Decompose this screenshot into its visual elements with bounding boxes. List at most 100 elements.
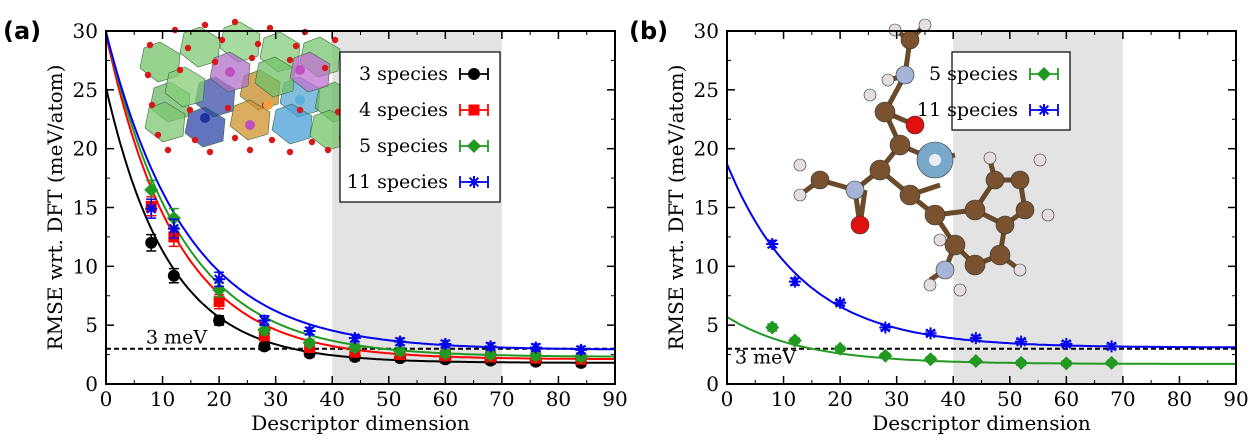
data-point xyxy=(766,237,779,250)
oxygen-atom xyxy=(296,106,304,114)
data-point xyxy=(529,341,542,354)
x-tick-label: 70 xyxy=(489,387,514,411)
data-point xyxy=(167,269,180,282)
reference-label: 3 meV xyxy=(735,347,796,369)
y-tick-label: 10 xyxy=(73,254,98,278)
molecule-atom xyxy=(889,134,911,156)
x-tick-label: 90 xyxy=(602,387,627,411)
oxygen-atom xyxy=(231,134,239,142)
molecule-atom xyxy=(850,215,870,235)
data-point xyxy=(145,236,158,249)
x-tick-label: 50 xyxy=(997,387,1022,411)
panel-a: 0 10 20 30 40 50 60 70 80 90051015202530Descripto… xyxy=(3,17,628,435)
crystal-polyhedron xyxy=(289,51,331,93)
oxygen-atom xyxy=(211,58,219,66)
y-tick-label: 15 xyxy=(694,196,719,220)
x-axis-label: Descriptor dimension xyxy=(251,411,470,435)
oxygen-atom xyxy=(286,148,294,156)
cation-atom xyxy=(295,95,305,105)
data-point xyxy=(1060,337,1073,350)
legend-label: 5 species xyxy=(359,135,448,157)
molecule-atom xyxy=(918,18,932,32)
molecule-atom xyxy=(1015,200,1035,220)
data-point xyxy=(303,325,316,338)
molecule-atom xyxy=(793,158,807,172)
panel-label: (a) xyxy=(3,17,41,45)
x-tick-label: 30 xyxy=(263,387,288,411)
oxygen-atom xyxy=(286,56,294,64)
molecule-atom xyxy=(1041,208,1055,222)
data-point xyxy=(923,352,938,367)
data-point xyxy=(879,321,892,334)
x-tick-label: 10 xyxy=(150,387,175,411)
molecule-atom xyxy=(935,260,955,280)
x-axis-label: Descriptor dimension xyxy=(872,411,1091,435)
y-tick-label: 20 xyxy=(694,137,719,161)
legend-swatch-marker xyxy=(1038,104,1050,116)
x-tick-label: 30 xyxy=(884,387,909,411)
molecule-atom xyxy=(923,278,937,292)
molecule-atom xyxy=(895,65,915,85)
data-point xyxy=(968,354,983,369)
cation-atom xyxy=(225,67,235,77)
molecule-atom xyxy=(1010,170,1030,190)
cation-atom xyxy=(295,65,305,75)
oxygen-atom xyxy=(146,41,154,49)
x-tick-label: 60 xyxy=(1054,387,1079,411)
molecule-atom xyxy=(995,215,1015,235)
x-tick-label: 0 xyxy=(721,387,734,411)
molecule-atom xyxy=(964,254,986,276)
data-point xyxy=(439,337,452,350)
reference-label: 3 meV xyxy=(146,327,207,349)
metal-highlight xyxy=(929,154,941,166)
molecule-atom xyxy=(983,151,997,165)
legend-swatch-marker xyxy=(1037,67,1051,81)
crystal-polyhedron xyxy=(164,66,206,108)
oxygen-atom xyxy=(268,136,276,144)
data-point xyxy=(213,314,226,327)
y-tick-label: 15 xyxy=(73,196,98,220)
crystal-polyhedron xyxy=(139,41,181,83)
crystal-polyhedron xyxy=(271,103,313,145)
oxygen-atom xyxy=(246,146,254,154)
legend-label: 4 species xyxy=(359,99,448,121)
molecule-atom xyxy=(933,233,947,247)
data-point xyxy=(348,332,361,345)
molecule-atom xyxy=(905,115,925,135)
y-tick-label: 25 xyxy=(694,78,719,102)
oxygen-atom xyxy=(321,64,329,72)
legend-swatch-marker xyxy=(467,139,481,153)
y-tick-label: 30 xyxy=(73,19,98,43)
data-point xyxy=(347,340,362,355)
molecule-atom xyxy=(953,283,967,297)
data-point xyxy=(145,202,158,215)
legend-label: 11 species xyxy=(917,99,1018,121)
legend-box xyxy=(951,51,1071,131)
data-point xyxy=(1015,335,1028,348)
oxygen-atom xyxy=(184,44,192,52)
data-point xyxy=(213,296,225,308)
cation-atom xyxy=(200,113,210,123)
x-tick-label: 50 xyxy=(376,387,401,411)
data-point xyxy=(924,327,937,340)
data-point xyxy=(1014,355,1029,370)
molecule-atom xyxy=(985,170,1005,190)
data-point xyxy=(144,182,159,197)
data-point xyxy=(575,343,588,356)
y-tick-label: 5 xyxy=(85,313,98,337)
y-tick-label: 0 xyxy=(706,372,719,396)
oxygen-atom xyxy=(206,148,214,156)
data-point xyxy=(258,340,271,353)
data-point xyxy=(765,320,780,335)
data-point xyxy=(438,346,453,361)
data-point xyxy=(484,340,497,353)
oxygen-atom xyxy=(218,36,226,44)
y-tick-label: 20 xyxy=(73,137,98,161)
molecule-atom xyxy=(900,30,920,50)
x-tick-label: 0 xyxy=(100,387,113,411)
oxygen-atom xyxy=(254,40,262,48)
molecule-atom xyxy=(874,101,896,123)
y-tick-label: 30 xyxy=(694,19,719,43)
oxygen-atom xyxy=(148,101,156,109)
data-point xyxy=(167,222,180,235)
